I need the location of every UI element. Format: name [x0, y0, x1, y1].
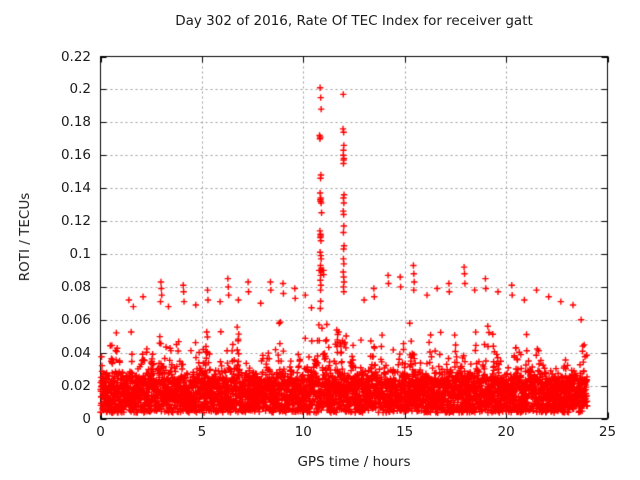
- y-tick-label: 0.02: [60, 377, 91, 394]
- y-tick-label: 0.22: [60, 48, 91, 65]
- y-tick-label: 0.1: [69, 245, 91, 262]
- y-tick-label: 0.12: [60, 213, 91, 230]
- y-tick-label: 0.2: [69, 81, 91, 98]
- x-tick-label: 10: [294, 424, 312, 440]
- chart-title: Day 302 of 2016, Rate Of TEC Index for r…: [175, 13, 533, 29]
- x-axis-title: GPS time / hours: [297, 454, 411, 470]
- x-tick-label: 5: [197, 424, 207, 440]
- y-tick-label: 0.18: [60, 114, 91, 131]
- x-tick-label: 0: [96, 424, 105, 440]
- y-tick-label: 0.14: [60, 180, 91, 197]
- x-tick-label: 20: [497, 424, 515, 440]
- y-tick-label: 0.16: [60, 147, 91, 164]
- y-tick-label: 0.08: [60, 278, 91, 295]
- y-tick-label: 0: [82, 410, 91, 427]
- y-axis-title: ROTI / TECUs: [17, 192, 33, 282]
- x-tick-label: 25: [598, 424, 617, 440]
- y-tick-label: 0.04: [60, 344, 91, 361]
- x-tick-label: 15: [396, 424, 414, 440]
- y-tick-label: 0.06: [60, 311, 91, 328]
